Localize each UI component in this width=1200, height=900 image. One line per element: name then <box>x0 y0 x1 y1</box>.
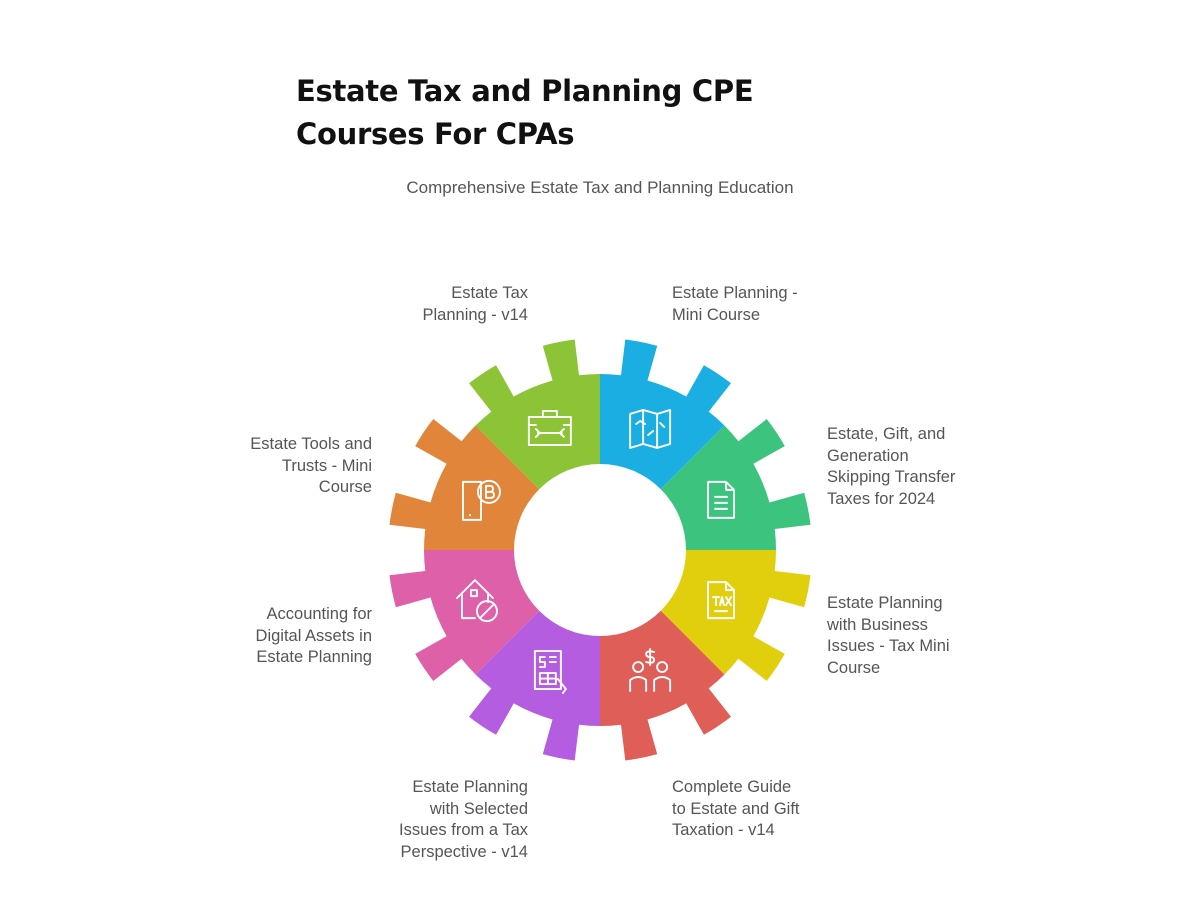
tax-document-icon <box>707 581 735 620</box>
segment-label-8: Estate Tools and Trusts - Mini Course <box>250 435 372 496</box>
people-money-icon <box>629 648 672 692</box>
segment-label-2: Estate Planning - Mini Course <box>672 284 798 324</box>
document-icon <box>707 480 735 519</box>
segment-label-5: Complete Guide to Estate and Gift Taxati… <box>672 778 800 839</box>
gear-icons <box>456 409 735 694</box>
page-title: Estate Tax and Planning CPE Courses For … <box>296 74 754 151</box>
calculator-icon <box>533 650 567 694</box>
segment-label-7: Accounting for Digital Assets in Estate … <box>255 605 372 666</box>
toolbox-icon <box>527 410 572 446</box>
map-icon <box>629 409 672 449</box>
segment-label-3: Estate, Gift, and Generation Skipping Tr… <box>827 425 956 508</box>
house-blocked-icon <box>456 579 498 623</box>
segment-label-4: Estate Planning with Business Issues - T… <box>827 594 950 677</box>
phone-bitcoin-icon <box>462 480 501 521</box>
segment-label-1: Estate Tax Planning - v14 <box>422 284 529 324</box>
segment-label-6: Estate Planning with Selected Issues fro… <box>399 778 528 861</box>
gear-center-hole <box>514 464 686 636</box>
subtitle: Comprehensive Estate Tax and Planning Ed… <box>406 178 794 197</box>
